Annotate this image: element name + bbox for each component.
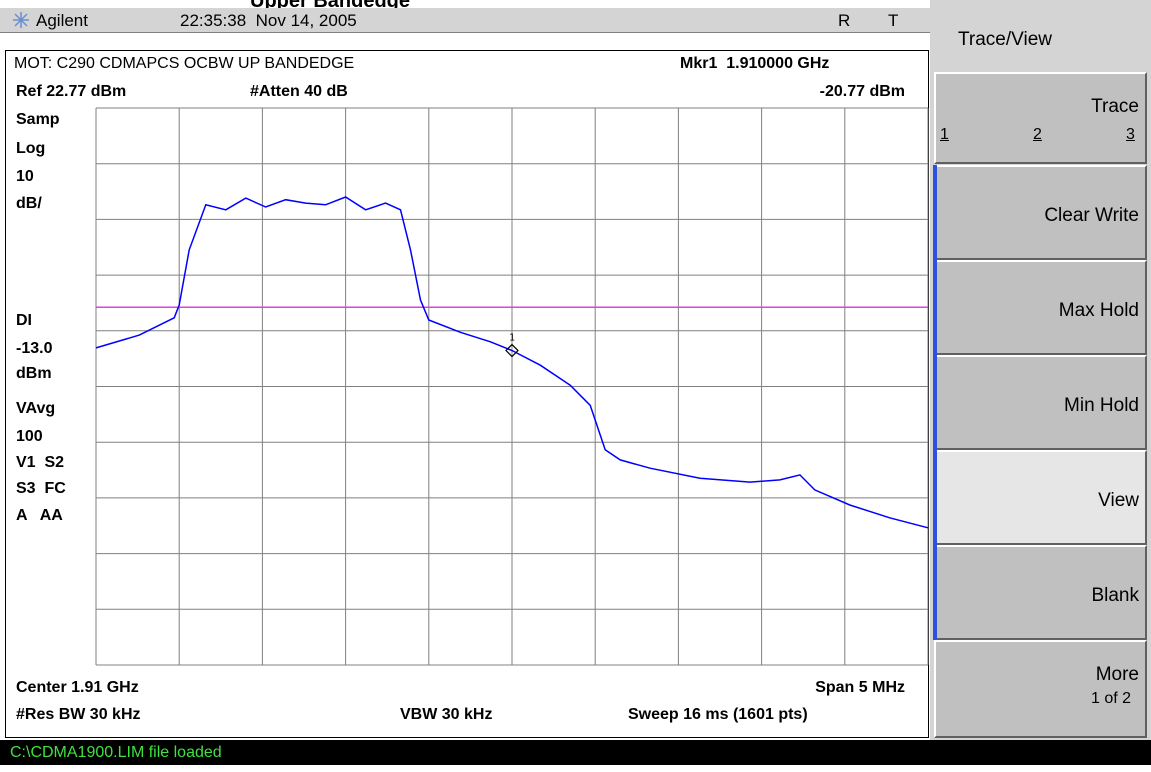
annotation: A AA: [16, 507, 63, 524]
message-bar: C:\CDMA1900.LIM file loaded: [0, 740, 1151, 765]
softkey-label: More: [1095, 664, 1139, 685]
softkey-label: Trace: [1091, 96, 1139, 117]
softkey-label: Max Hold: [1058, 300, 1139, 321]
annotation: Log: [16, 140, 46, 157]
status-bar: Agilent 22:35:38 Nov 14, 2005 R T: [0, 8, 930, 33]
softkey[interactable]: More 1 of 2: [934, 640, 1147, 738]
annotation: 100: [16, 428, 43, 445]
attenuation: #Atten 40 dB: [250, 83, 348, 100]
center-freq: Center 1.91 GHz: [16, 679, 139, 696]
softkey[interactable]: Min Hold: [934, 355, 1147, 450]
softkey[interactable]: Trace 1 2 3: [934, 72, 1147, 164]
softkey[interactable]: View: [934, 450, 1147, 545]
softkey[interactable]: Blank: [934, 545, 1147, 640]
marker: [505, 343, 519, 358]
datetime: 22:35:38 Nov 14, 2005: [180, 11, 357, 30]
marker-label: 1: [509, 333, 515, 344]
softkey-label: Blank: [1091, 585, 1139, 606]
marker-readout: Mkr1 1.910000 GHz: [680, 55, 830, 72]
brand: Agilent: [36, 11, 88, 30]
softkey-label: Clear Write: [1044, 205, 1139, 226]
flag: R: [838, 11, 851, 30]
message: C:\CDMA1900.LIM file loaded: [10, 744, 222, 761]
softkey-option: 3: [1126, 126, 1135, 143]
annotation: VAvg: [16, 400, 56, 417]
softkey-label: Min Hold: [1064, 395, 1139, 416]
annotation: dB/: [16, 195, 42, 212]
logo: [13, 12, 29, 28]
annotation: 10: [16, 168, 34, 185]
softkey[interactable]: Clear Write: [934, 165, 1147, 260]
active-bar: [933, 165, 937, 640]
softkey[interactable]: Max Hold: [934, 260, 1147, 355]
annotation: DI: [16, 312, 32, 329]
annotation: V1 S2: [16, 454, 65, 471]
sweep: Sweep 16 ms (1601 pts): [628, 706, 808, 723]
screen-title: MOT: C290 CDMAPCS OCBW UP BANDEDGE: [14, 55, 355, 72]
softkey-option: 1: [940, 126, 949, 143]
title-fragment: Upper Bandedge: [250, 0, 411, 12]
trace: [95, 196, 929, 529]
res-bw: #Res BW 30 kHz: [16, 706, 141, 723]
menu-title: Trace/View: [958, 29, 1052, 50]
softkey-sub: 1 of 2: [1090, 690, 1131, 707]
span: Span 5 MHz: [815, 679, 905, 696]
annotation: Samp: [16, 111, 60, 128]
graticule: 1: [95, 107, 929, 666]
softkey-label: View: [1098, 490, 1139, 511]
vbw: VBW 30 kHz: [400, 706, 493, 723]
marker-level: -20.77 dBm: [819, 83, 905, 100]
softkey-option: 2: [1033, 126, 1042, 143]
ref-level: Ref 22.77 dBm: [16, 83, 127, 100]
flag: T: [888, 11, 899, 30]
annotation: S3 FC: [16, 480, 66, 497]
annotation: -13.0: [16, 340, 53, 357]
annotation: dBm: [16, 365, 52, 382]
